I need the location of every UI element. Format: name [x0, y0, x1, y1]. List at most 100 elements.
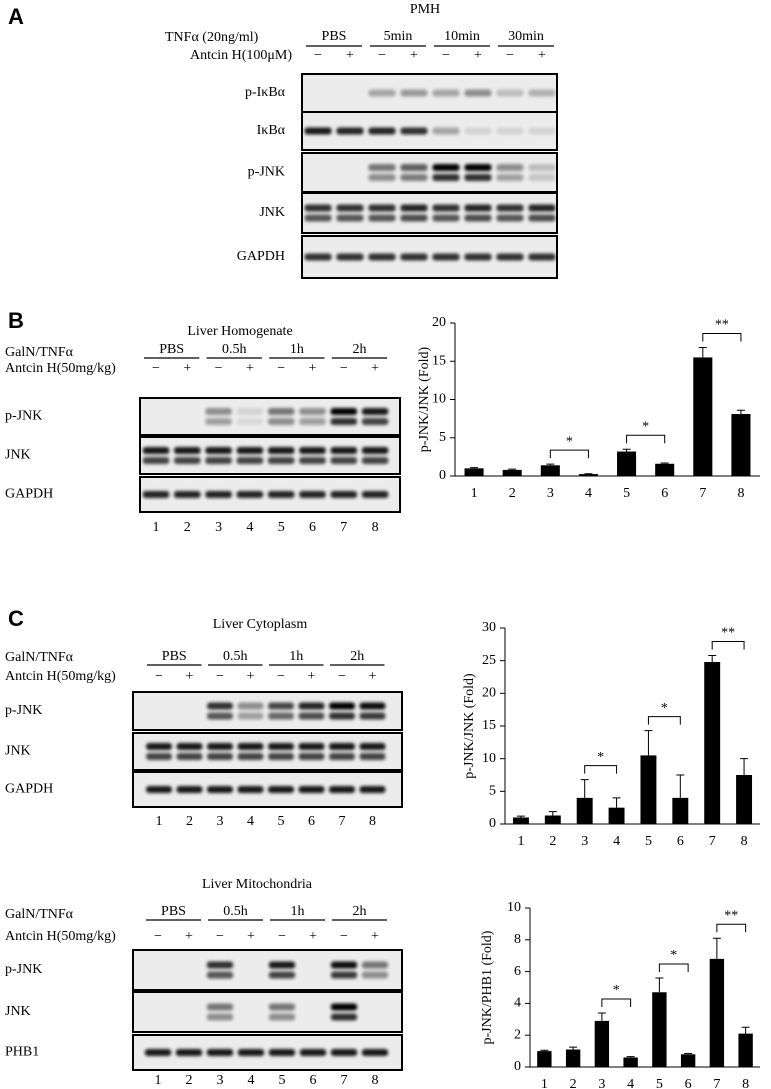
- blot-band: [336, 253, 364, 261]
- significance-bracket: [584, 765, 618, 774]
- lane-number: 7: [340, 520, 347, 535]
- row-label: p-JNK: [5, 409, 42, 424]
- lane-number: 4: [247, 814, 254, 829]
- y-axis-label: p-JNK/PHB1 (Fold): [480, 930, 495, 1044]
- blot-band: [368, 253, 396, 261]
- blot-band: [268, 753, 294, 760]
- blot-band: [330, 491, 358, 498]
- blot-band: [237, 786, 264, 793]
- panel-title: Liver Homogenate: [187, 324, 292, 339]
- blot-band: [496, 89, 524, 97]
- group-label: 30min: [508, 29, 544, 44]
- blot-band: [368, 89, 396, 97]
- error-bar: [597, 1012, 606, 1021]
- y-tick-label: 25: [482, 653, 496, 668]
- lane-number: 4: [248, 1073, 255, 1088]
- group-label: PBS: [159, 342, 184, 357]
- blot-band: [299, 457, 326, 464]
- bar: [617, 451, 637, 476]
- blot-band: [361, 457, 389, 464]
- inhibitor-label: Antcin H(100μM): [190, 48, 292, 63]
- error-bar: [508, 468, 517, 470]
- blot-band: [464, 214, 492, 222]
- blot-band: [205, 457, 232, 464]
- sign: +: [183, 361, 191, 376]
- significance-bracket: [716, 923, 747, 933]
- row-label: JNK: [5, 744, 31, 759]
- blot-band: [173, 491, 201, 498]
- error-bar: [741, 1026, 750, 1034]
- lane-number: 2: [184, 520, 191, 535]
- blot-background: [139, 436, 401, 475]
- x-tick-label: 6: [661, 486, 668, 501]
- blot-band: [361, 961, 389, 969]
- blot-band: [368, 164, 396, 171]
- blot-band: [361, 491, 389, 498]
- y-tick-label: 20: [432, 315, 446, 330]
- significance-label: *: [566, 434, 573, 449]
- sign: −: [216, 669, 224, 684]
- bar: [594, 1020, 610, 1067]
- row-label: PHB1: [5, 1045, 39, 1060]
- error-bar: [736, 409, 745, 415]
- blot-band: [176, 753, 203, 760]
- inhibitor-label: Antcin H(50mg/kg): [5, 361, 116, 376]
- lane-number: 7: [341, 1073, 348, 1088]
- lane-number: 6: [310, 1073, 317, 1088]
- blot-band: [330, 1003, 358, 1011]
- blot-background: [132, 991, 403, 1033]
- blot-band: [368, 174, 396, 181]
- bar: [652, 992, 667, 1067]
- group-label: PBS: [161, 904, 186, 919]
- blot-band: [268, 712, 294, 720]
- blot-band: [464, 174, 492, 181]
- blot-band: [464, 164, 492, 171]
- blot-band: [268, 971, 296, 979]
- sign: +: [346, 48, 354, 63]
- blot-band: [268, 961, 296, 969]
- x-tick-label: 4: [613, 834, 620, 849]
- y-tick-label: 5: [489, 784, 496, 799]
- y-tick-label: 2: [514, 1027, 521, 1042]
- row-label: JNK: [5, 1004, 31, 1019]
- blot-band: [298, 786, 325, 793]
- inhibitor-label: Antcin H(50mg/kg): [5, 929, 116, 944]
- y-tick-label: 5: [439, 430, 446, 445]
- significance-bracket: [601, 998, 632, 1007]
- error-bar: [684, 1052, 693, 1055]
- blot-band: [205, 418, 232, 425]
- blot-band: [528, 204, 556, 212]
- lane-number: 1: [155, 1073, 162, 1088]
- error-bar: [612, 797, 621, 808]
- significance-bracket: [549, 449, 589, 459]
- significance-bracket: [658, 963, 689, 972]
- sign: −: [442, 48, 450, 63]
- bar: [502, 469, 522, 476]
- blot-band: [400, 204, 428, 212]
- sign: −: [154, 929, 162, 944]
- error-bar: [548, 811, 557, 816]
- group-label: 1h: [289, 649, 303, 664]
- group-label: PBS: [322, 29, 347, 44]
- lane-number: 8: [369, 814, 376, 829]
- x-tick-label: 3: [547, 486, 554, 501]
- x-tick-label: 5: [656, 1077, 663, 1089]
- blot-band: [330, 408, 358, 415]
- blot-band: [173, 457, 201, 464]
- blot-band: [359, 702, 386, 710]
- y-tick-label: 0: [439, 468, 446, 483]
- blot-band: [464, 253, 492, 261]
- y-tick-label: 20: [482, 686, 496, 701]
- blot-band: [206, 1049, 234, 1056]
- significance-label: *: [642, 419, 649, 434]
- group-label: 10min: [444, 29, 480, 44]
- blot-band: [432, 253, 460, 261]
- y-tick-label: 10: [482, 751, 496, 766]
- blot-band: [267, 408, 295, 415]
- blot-band: [267, 491, 295, 498]
- blot-band: [236, 491, 264, 498]
- significance-label: **: [721, 626, 735, 641]
- blot-band: [400, 164, 428, 171]
- lane-number: 5: [278, 814, 285, 829]
- blot-band: [207, 712, 233, 720]
